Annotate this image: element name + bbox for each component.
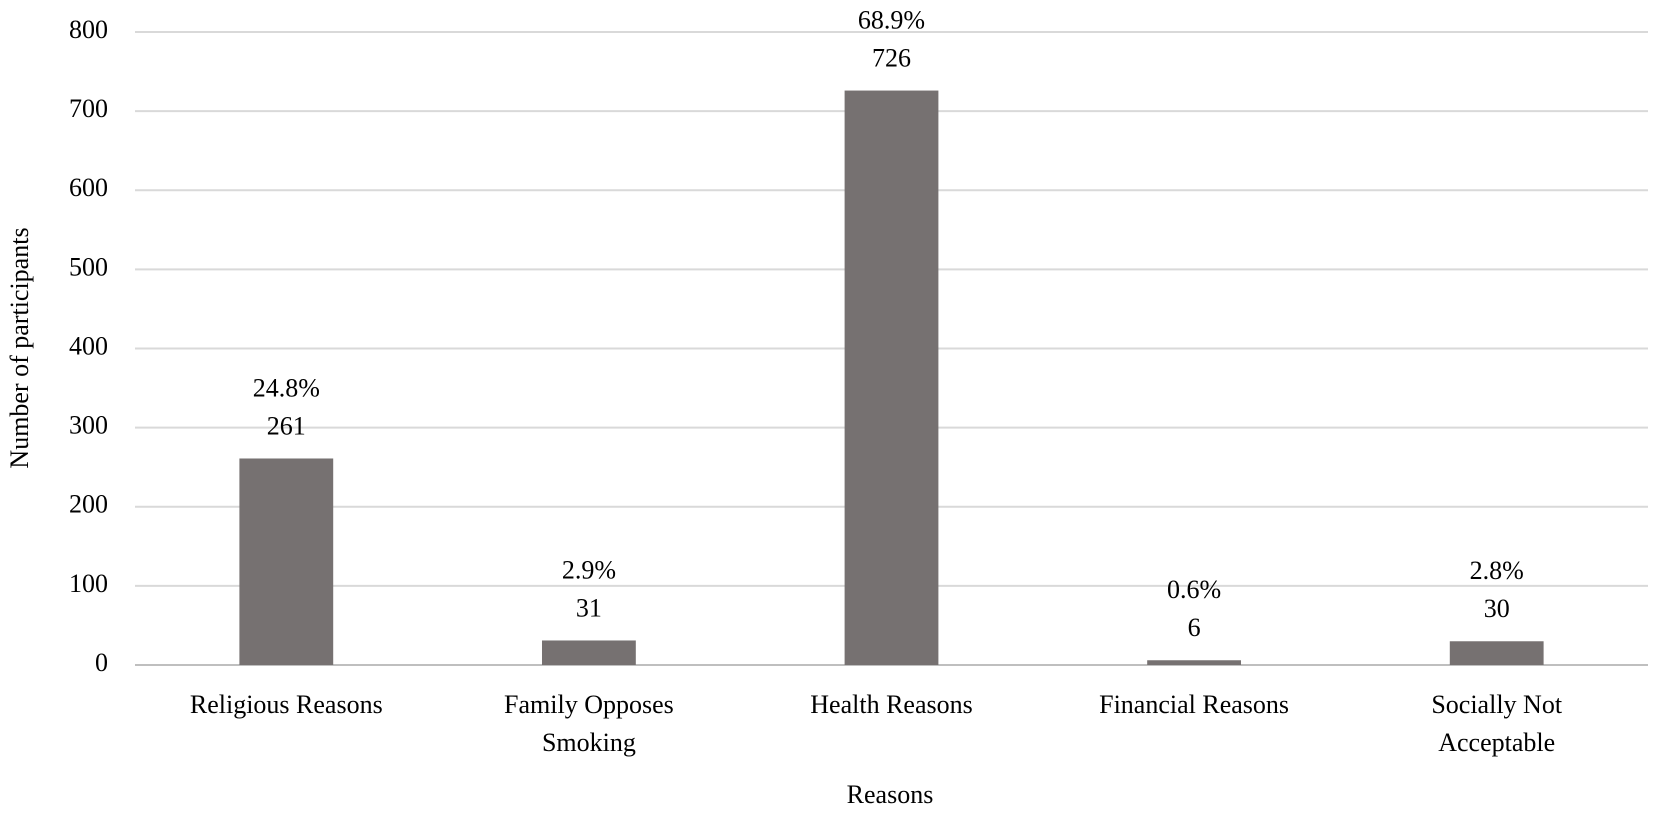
percent-label: 24.8% xyxy=(253,373,320,402)
bar xyxy=(844,90,939,666)
y-tick-label: 800 xyxy=(69,15,108,44)
data-label: 30 xyxy=(1484,594,1510,623)
data-label: 31 xyxy=(576,593,602,622)
x-axis-title: Reasons xyxy=(847,780,934,809)
y-axis-title: Number of participants xyxy=(5,227,34,468)
percent-label: 2.9% xyxy=(562,555,616,584)
y-tick-label: 100 xyxy=(69,569,108,598)
data-label: 261 xyxy=(267,411,306,440)
data-label: 726 xyxy=(872,44,911,73)
x-tick-label: Religious Reasons xyxy=(190,690,383,719)
bar xyxy=(1449,641,1544,665)
percent-label: 0.6% xyxy=(1167,575,1221,604)
percent-label: 68.9% xyxy=(858,6,925,35)
bar xyxy=(1147,660,1242,665)
bar xyxy=(541,640,636,665)
x-tick-label: Socially Not Acceptable xyxy=(1431,690,1562,757)
y-tick-label: 300 xyxy=(69,411,108,440)
percent-label: 2.8% xyxy=(1470,556,1524,585)
y-tick-label: 700 xyxy=(69,94,108,123)
x-tick-label: Financial Reasons xyxy=(1099,690,1289,719)
x-tick-label: Health Reasons xyxy=(810,690,972,719)
y-tick-label: 200 xyxy=(69,490,108,519)
y-tick-label: 600 xyxy=(69,173,108,202)
bar xyxy=(239,458,334,665)
data-label: 6 xyxy=(1188,613,1201,642)
y-tick-label: 0 xyxy=(95,648,108,677)
x-tick-label: Family Opposes Smoking xyxy=(504,690,674,757)
y-tick-label: 400 xyxy=(69,331,108,360)
y-tick-label: 500 xyxy=(69,252,108,281)
